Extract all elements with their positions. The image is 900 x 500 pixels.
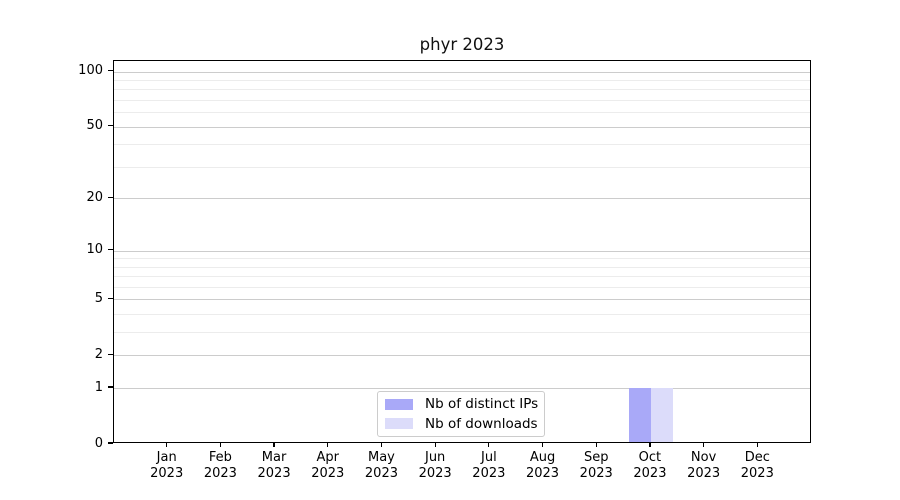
legend-item-downloads: Nb of downloads — [385, 415, 538, 433]
y-tick-mark — [108, 386, 113, 388]
y-tick-label: 10 — [86, 242, 103, 258]
minor-gridline — [114, 112, 810, 114]
chart-title: phyr 2023 — [419, 35, 505, 54]
x-tick-mark — [166, 443, 168, 447]
y-tick-mark — [108, 196, 113, 198]
legend-swatch-distinct-ips — [385, 398, 413, 410]
y-tick-label: 100 — [78, 63, 103, 79]
x-tick-label: Apr 2023 — [311, 450, 345, 481]
plot-area — [113, 60, 811, 443]
x-tick-mark — [273, 443, 275, 447]
major-gridline — [114, 198, 810, 200]
major-gridline — [114, 299, 810, 301]
x-tick-mark — [649, 443, 651, 447]
x-tick-mark — [219, 443, 221, 447]
legend-label-distinct-ips: Nb of distinct IPs — [425, 396, 539, 413]
minor-gridline — [114, 258, 810, 260]
y-tick-label: 5 — [94, 290, 103, 306]
x-tick-mark — [488, 443, 490, 447]
minor-gridline — [114, 144, 810, 146]
x-tick-mark — [434, 443, 436, 447]
bar-distinct-ips — [628, 388, 651, 442]
x-tick-mark — [595, 443, 597, 447]
minor-gridline — [114, 332, 810, 334]
legend-swatch-downloads — [385, 418, 413, 430]
x-tick-label: Mar 2023 — [257, 450, 291, 481]
x-tick-label: Jul 2023 — [472, 450, 506, 481]
minor-gridline — [114, 287, 810, 289]
y-tick-label: 20 — [86, 189, 103, 205]
x-tick-label: May 2023 — [364, 450, 398, 481]
x-tick-label: Dec 2023 — [740, 450, 774, 481]
x-tick-label: Jan 2023 — [150, 450, 184, 481]
y-tick-mark — [108, 442, 113, 444]
major-gridline — [114, 250, 810, 252]
x-tick-mark — [703, 443, 705, 447]
major-gridline — [114, 71, 810, 73]
y-tick-mark — [108, 297, 113, 300]
y-tick-mark — [108, 248, 113, 251]
x-tick-label: Nov 2023 — [687, 450, 721, 481]
x-tick-mark — [380, 443, 383, 447]
y-tick-mark — [108, 70, 113, 72]
x-tick-label: Oct 2023 — [633, 450, 667, 481]
x-tick-label: Aug 2023 — [525, 450, 560, 481]
minor-gridline — [114, 80, 810, 82]
y-tick-mark — [108, 353, 113, 355]
x-tick-label: Sep 2023 — [579, 450, 613, 481]
minor-gridline — [114, 276, 810, 278]
y-tick-mark — [108, 125, 113, 127]
major-gridline — [114, 388, 810, 390]
y-tick-label: 50 — [86, 118, 103, 134]
y-tick-label: 2 — [94, 346, 103, 362]
minor-gridline — [114, 266, 810, 268]
bar-downloads — [650, 388, 673, 442]
major-gridline — [114, 126, 810, 128]
y-tick-label: 0 — [94, 435, 103, 451]
legend: Nb of distinct IPs Nb of downloads — [377, 391, 545, 437]
x-tick-mark — [327, 443, 329, 447]
x-tick-label: Jun 2023 — [418, 450, 452, 481]
x-tick-mark — [756, 443, 758, 447]
minor-gridline — [114, 100, 810, 102]
minor-gridline — [114, 89, 810, 91]
legend-item-distinct-ips: Nb of distinct IPs — [385, 396, 539, 413]
x-tick-mark — [541, 443, 544, 447]
legend-label-downloads: Nb of downloads — [425, 415, 538, 432]
minor-gridline — [114, 166, 810, 168]
y-tick-label: 1 — [94, 379, 103, 395]
minor-gridline — [114, 314, 810, 316]
x-tick-label: Feb 2023 — [203, 450, 237, 481]
major-gridline — [114, 355, 810, 357]
